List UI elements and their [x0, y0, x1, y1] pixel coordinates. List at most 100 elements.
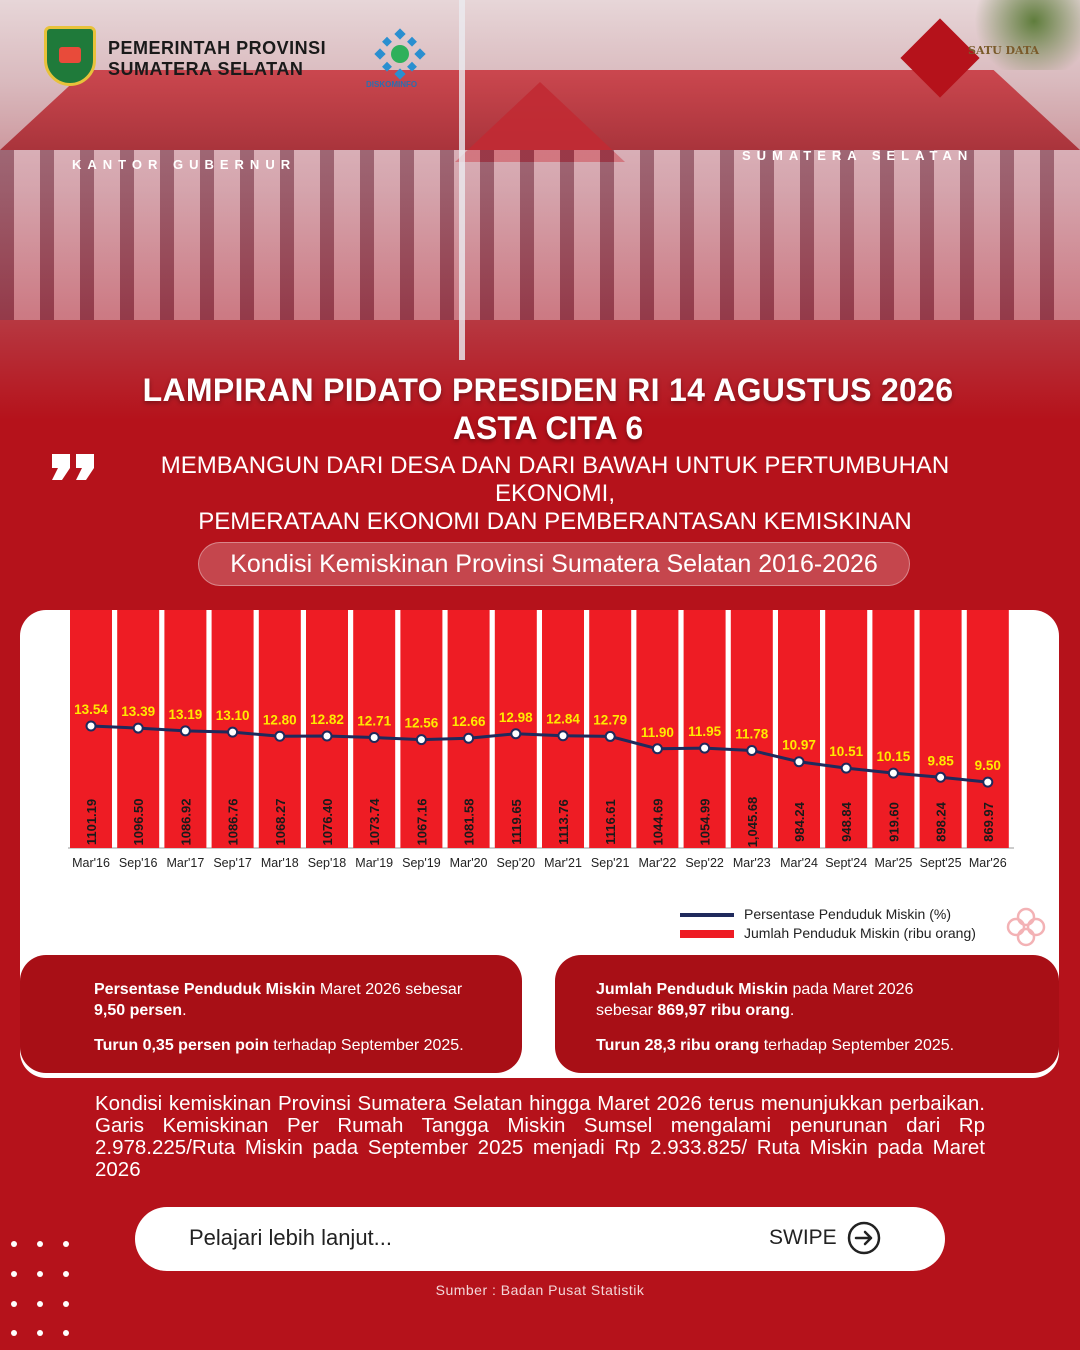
bar-label-3: 1086.76	[226, 799, 241, 846]
line-point-17	[887, 767, 899, 779]
percentage-line	[90, 724, 988, 784]
bar-label-0: 1101.19	[84, 799, 99, 845]
stat-box-count: Jumlah Penduduk Miskin pada Maret 2026 s…	[555, 955, 1059, 1073]
building-sign-right: SUMATERA SELATAN	[742, 148, 974, 163]
source-note: Sumber : Badan Pusat Statistik	[435, 1282, 645, 1298]
bar-label-7: 1067.16	[414, 799, 429, 846]
bar-label-8: 1081.58	[462, 799, 477, 846]
stat-right-paragraph2: Turun 28,3 ribu orang terhadap September…	[596, 1035, 1025, 1056]
line-point-1	[132, 722, 144, 734]
x-tick-label-1: Sep'16	[119, 856, 158, 870]
satu-data-label: SATU DATA	[968, 44, 1040, 57]
line-label-3: 13.10	[216, 708, 250, 723]
stat-left-end1: .	[182, 1002, 187, 1019]
stat-right-bold1: Jumlah Penduduk Miskin	[596, 981, 789, 998]
bar-label-13: 1054.99	[698, 799, 713, 846]
bar-8	[447, 610, 490, 848]
bar-7	[400, 610, 443, 848]
chart-legend: Persentase Penduduk Miskin (%) Jumlah Pe…	[680, 905, 976, 943]
bar-label-2: 1086.92	[178, 799, 193, 846]
subtitle-line2: PEMERATAAN EKONOMI DAN PEMBERANTASAN KEM…	[198, 508, 912, 535]
line-label-9: 12.98	[499, 710, 533, 725]
subtitle: MEMBANGUN DARI DESA DAN DARI BAWAH UNTUK…	[100, 452, 1010, 536]
bar-label-17: 919.60	[886, 802, 901, 842]
line-label-4: 12.80	[263, 712, 297, 727]
bar-19	[966, 610, 1009, 848]
chart-title-pill: Kondisi Kemiskinan Provinsi Sumatera Sel…	[198, 542, 910, 586]
bar-11	[589, 610, 632, 848]
x-tick-label-5: Sep'18	[308, 856, 347, 870]
x-tick-label-10: Mar'21	[544, 856, 582, 870]
line-label-5: 12.82	[310, 712, 344, 727]
x-tick-label-7: Sep'19	[402, 856, 441, 870]
government-name-line1: PEMERINTAH PROVINSI	[108, 38, 327, 58]
line-label-11: 12.79	[593, 712, 627, 727]
line-point-7	[415, 734, 427, 746]
line-label-7: 12.56	[405, 716, 439, 731]
diskominfo-logo	[374, 28, 426, 80]
bar-label-5: 1076.40	[320, 799, 335, 846]
stat-right-end1: .	[789, 1002, 795, 1019]
description-paragraph: Kondisi kemiskinan Provinsi Sumatera Sel…	[95, 1092, 985, 1181]
line-point-16	[840, 762, 852, 774]
tree-foliage	[965, 0, 1080, 70]
stat-left-bold3: Turun 0,35 persen poin	[94, 1037, 269, 1054]
decorative-flower-icon	[1006, 907, 1046, 947]
bar-12	[636, 610, 679, 848]
x-tick-label-3: Sep'17	[213, 856, 252, 870]
x-tick-label-16: Sept'24	[825, 856, 867, 870]
line-point-10	[557, 730, 569, 742]
learn-more-button[interactable]: Pelajari lebih lanjut... SWIPE	[135, 1207, 945, 1271]
line-point-8	[463, 732, 475, 744]
quote-icon	[52, 454, 94, 480]
line-label-12: 11.90	[641, 725, 674, 740]
legend-label-percentage: Persentase Penduduk Miskin (%)	[744, 906, 951, 922]
stat-right-text2: sebesar	[596, 1002, 658, 1019]
legend-item-percentage: Persentase Penduduk Miskin (%)	[680, 905, 976, 924]
bar-10	[542, 610, 584, 848]
x-tick-label-15: Mar'24	[780, 856, 818, 870]
province-emblem-logo	[44, 26, 96, 86]
stat-right-bold2: 869,97 ribu orang	[657, 1002, 790, 1019]
line-point-19	[982, 776, 994, 788]
line-point-6	[368, 732, 380, 744]
stat-box-percentage: Persentase Penduduk Miskin Maret 2026 se…	[20, 955, 522, 1073]
line-label-18: 9.85	[927, 753, 954, 768]
x-tick-label-8: Mar'20	[450, 856, 488, 870]
bar-label-12: 1044.69	[650, 799, 665, 846]
x-tick-label-2: Mar'17	[166, 856, 204, 870]
legend-item-count: Jumlah Penduduk Miskin (ribu orang)	[680, 924, 976, 943]
stat-right-text3: terhadap September 2025.	[759, 1037, 955, 1054]
line-point-14	[746, 744, 758, 756]
subtitle-line1: MEMBANGUN DARI DESA DAN DARI BAWAH UNTUK…	[160, 452, 950, 507]
poverty-chart: 1101.19 Mar'16 1096.50 Sep'16 1086.92 Mar'17 1…	[68, 610, 1014, 870]
x-tick-label-12: Mar'22	[638, 856, 676, 870]
line-label-6: 12.71	[357, 714, 391, 729]
stat-left-text2: terhadap September 2025.	[268, 1037, 464, 1054]
x-tick-label-14: Mar'23	[733, 856, 771, 870]
page-title-line1: LAMPIRAN PIDATO PRESIDEN RI 14 AGUSTUS 2…	[142, 372, 954, 408]
bar-label-4: 1068.27	[273, 799, 288, 846]
stat-right-text1: pada Maret 2026	[788, 981, 914, 998]
line-label-1: 13.39	[121, 704, 155, 719]
line-point-4	[274, 730, 286, 742]
x-tick-label-18: Sept'25	[920, 856, 962, 870]
x-tick-label-19: Mar'26	[969, 856, 1007, 870]
line-point-2	[179, 725, 191, 737]
building-facade	[0, 150, 1080, 320]
bar-16	[825, 610, 868, 848]
bar-4	[258, 610, 301, 848]
bar-label-15: 984.24	[792, 801, 807, 842]
stat-left-paragraph2: Turun 0,35 persen poin terhadap Septembe…	[94, 1035, 488, 1056]
bar-18	[919, 610, 962, 848]
line-point-13	[699, 742, 711, 754]
line-point-3	[227, 726, 239, 738]
line-point-0	[85, 720, 97, 732]
line-point-5	[321, 730, 333, 742]
line-label-19: 9.50	[975, 758, 1001, 773]
line-point-18	[935, 771, 947, 783]
line-label-10: 12.84	[546, 712, 580, 727]
x-tick-label-13: Sep'22	[685, 856, 724, 870]
arrow-right-circle-icon[interactable]	[847, 1221, 881, 1255]
legend-label-count: Jumlah Penduduk Miskin (ribu orang)	[744, 925, 976, 941]
